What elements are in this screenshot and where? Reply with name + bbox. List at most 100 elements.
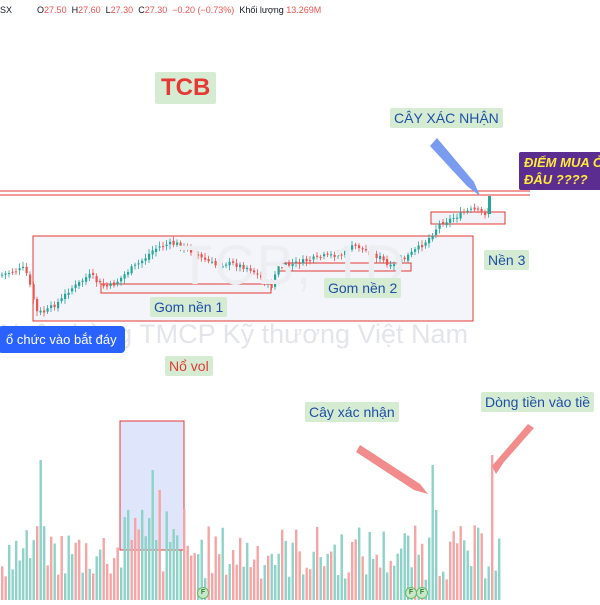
volume-bar: [172, 529, 175, 600]
base-2-box: [277, 262, 412, 272]
volume-bar: [428, 537, 431, 600]
candle-body: [480, 209, 483, 212]
candle-body: [109, 283, 112, 287]
volume-bar: [452, 531, 455, 600]
candle-body: [270, 283, 273, 288]
volume-bar: [246, 542, 249, 600]
candle-body: [274, 274, 277, 287]
candle-body: [232, 261, 235, 263]
candle-body: [473, 207, 476, 210]
candle-body: [204, 257, 207, 260]
candle-body: [36, 298, 39, 312]
volume-bar: [127, 510, 130, 600]
volume-bar: [435, 510, 438, 600]
volume-spike-label[interactable]: Nổ vol: [165, 356, 213, 376]
volume-bar: [39, 460, 42, 600]
buy-point-question-label[interactable]: ĐIỂM MUA Ở ĐÂU ????: [519, 152, 600, 190]
candle-body: [200, 254, 203, 258]
volume-bar: [109, 573, 112, 600]
volume-bar: [330, 551, 333, 600]
candle-body: [445, 222, 448, 226]
base-2-label[interactable]: Gom nền 2: [324, 278, 402, 298]
volume-bar: [414, 525, 417, 600]
volume-bar: [480, 533, 483, 600]
candle-body: [372, 254, 375, 256]
candle-body: [368, 251, 371, 256]
candle-body: [470, 208, 473, 210]
volume-bar: [148, 518, 151, 600]
volume-bar: [459, 526, 462, 600]
volume-bar: [22, 548, 25, 600]
volume-bar: [53, 543, 56, 600]
candle-body: [459, 211, 462, 219]
volume-bar: [309, 569, 312, 600]
volume-bar: [410, 567, 413, 600]
volume-bar: [50, 536, 53, 600]
institution-bottom-callout[interactable]: ổ chức vào bắt đáy: [0, 326, 125, 353]
candle-body: [305, 258, 308, 262]
volume-bar: [193, 553, 196, 600]
candle-body: [162, 246, 165, 248]
candle-body: [263, 277, 266, 284]
candle-body: [333, 254, 336, 257]
candle-body: [218, 265, 221, 267]
volume-bar: [358, 527, 361, 600]
money-flow-label[interactable]: Dòng tiền vào tiề: [481, 392, 595, 412]
volume-bar: [134, 517, 137, 600]
volume-bar: [165, 511, 168, 600]
volume-bar: [46, 565, 49, 600]
volume-bar: [333, 544, 336, 600]
candle-body: [386, 259, 389, 265]
base-3-label[interactable]: Nền 3: [484, 250, 530, 270]
volume-bar: [386, 572, 389, 600]
volume-bar: [15, 540, 18, 600]
candle-body: [365, 249, 368, 251]
boxes-layer: [0, 190, 530, 551]
confirm-candle-label[interactable]: CÂY XÁC NHẬN: [390, 108, 503, 128]
base-1-label[interactable]: Gom nền 1: [150, 297, 228, 317]
candle-body: [407, 254, 410, 261]
candle-body: [225, 264, 228, 266]
f-event-icon[interactable]: F: [197, 587, 209, 599]
volume-bar: [316, 526, 319, 600]
candle-body: [298, 262, 301, 265]
volume-label: Khối lượng: [239, 5, 284, 15]
candle-body: [393, 264, 396, 267]
candle-body: [449, 218, 452, 223]
candle-body: [330, 254, 333, 256]
candle-body: [410, 251, 413, 255]
candle-body: [53, 304, 56, 308]
candle-body: [340, 254, 343, 256]
candle-body: [183, 245, 186, 249]
volume-bar: [25, 530, 28, 600]
candle-body: [92, 272, 95, 275]
candle-body: [438, 223, 441, 229]
volume-bar: [295, 529, 298, 600]
candle-body: [221, 265, 224, 268]
volume-bar: [319, 557, 322, 600]
candle-body: [46, 308, 49, 312]
low-label: L: [105, 5, 111, 15]
close-label: C: [138, 5, 145, 15]
candle-body: [67, 292, 70, 295]
candle-body: [477, 208, 480, 210]
candle-body: [32, 284, 35, 300]
overlay-layer: [356, 138, 534, 494]
candle-body: [344, 249, 347, 256]
confirm-candle-volume-label[interactable]: Cây xác nhận: [305, 402, 399, 422]
volume-bar: [305, 567, 308, 600]
volume-bar: [232, 550, 235, 600]
f-event-icon[interactable]: F: [416, 587, 428, 599]
volume-bar: [71, 554, 74, 600]
candle-body: [169, 241, 172, 245]
ticker-label[interactable]: TCB: [155, 72, 217, 104]
volume-bar: [200, 539, 203, 600]
volume-bar: [102, 538, 105, 600]
volume-bar: [466, 550, 469, 600]
volume-bar: [396, 553, 399, 600]
candle-body: [176, 242, 179, 245]
volume-bar: [277, 553, 280, 600]
volume-bar: [270, 553, 273, 600]
